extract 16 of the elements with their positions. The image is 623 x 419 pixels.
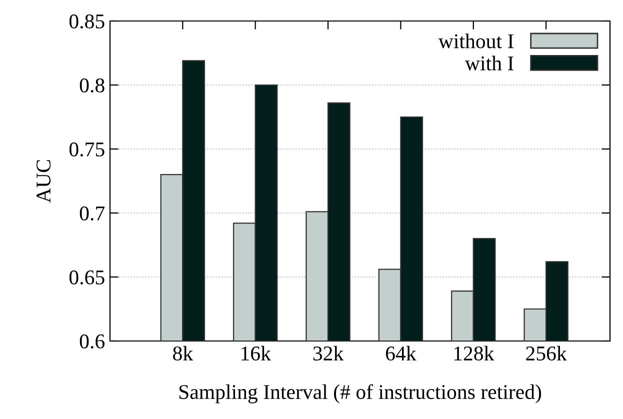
x-tick-label: 32k [313,346,344,361]
x-axis-title: Sampling Interval (# of instructions retired) [179,384,542,404]
legend-label: without I [438,34,514,48]
y-tick-label: 0.85 [69,14,104,29]
y-tick-label: 0.6 [80,334,105,349]
y-tick-label: 0.65 [69,270,104,285]
y-tick-label: 0.8 [80,78,104,93]
y-tick-label: 0.7 [80,206,105,221]
x-tick-label: 16k [242,346,271,361]
y-tick-label: 0.75 [69,142,104,157]
y-axis-title: AUC [36,160,51,203]
x-tick-label: 64k [386,346,416,361]
x-tick-label: 128k [454,346,494,361]
legend-label: with I [465,56,514,70]
x-tick-label: 8k [173,346,194,361]
x-tick-label: 256k [526,346,567,361]
